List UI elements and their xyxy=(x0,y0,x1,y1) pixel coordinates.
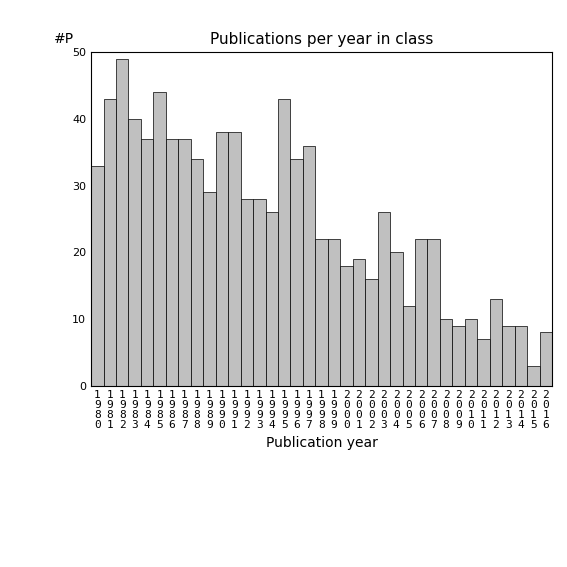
Bar xyxy=(141,139,154,386)
Bar xyxy=(415,239,428,386)
Bar xyxy=(315,239,328,386)
Bar xyxy=(452,325,465,386)
Bar xyxy=(240,199,253,386)
Bar xyxy=(116,59,129,386)
Bar xyxy=(215,132,228,386)
Bar xyxy=(403,306,415,386)
Bar xyxy=(265,212,278,386)
X-axis label: Publication year: Publication year xyxy=(265,436,378,450)
Bar xyxy=(104,99,116,386)
Bar xyxy=(178,139,191,386)
Bar xyxy=(527,366,540,386)
Bar xyxy=(129,119,141,386)
Y-axis label: #P: #P xyxy=(53,32,74,46)
Bar xyxy=(428,239,440,386)
Bar xyxy=(540,332,552,386)
Bar xyxy=(440,319,452,386)
Bar xyxy=(191,159,203,386)
Bar xyxy=(365,279,378,386)
Bar xyxy=(477,339,490,386)
Bar xyxy=(490,299,502,386)
Bar xyxy=(166,139,178,386)
Bar xyxy=(278,99,290,386)
Bar xyxy=(515,325,527,386)
Bar xyxy=(502,325,515,386)
Bar xyxy=(91,166,104,386)
Bar xyxy=(465,319,477,386)
Bar xyxy=(203,192,215,386)
Bar xyxy=(390,252,403,386)
Bar xyxy=(154,92,166,386)
Bar xyxy=(253,199,265,386)
Bar xyxy=(353,259,365,386)
Title: Publications per year in class: Publications per year in class xyxy=(210,32,433,47)
Bar xyxy=(290,159,303,386)
Bar xyxy=(303,146,315,386)
Bar xyxy=(328,239,340,386)
Bar xyxy=(378,212,390,386)
Bar xyxy=(340,265,353,386)
Bar xyxy=(228,132,240,386)
